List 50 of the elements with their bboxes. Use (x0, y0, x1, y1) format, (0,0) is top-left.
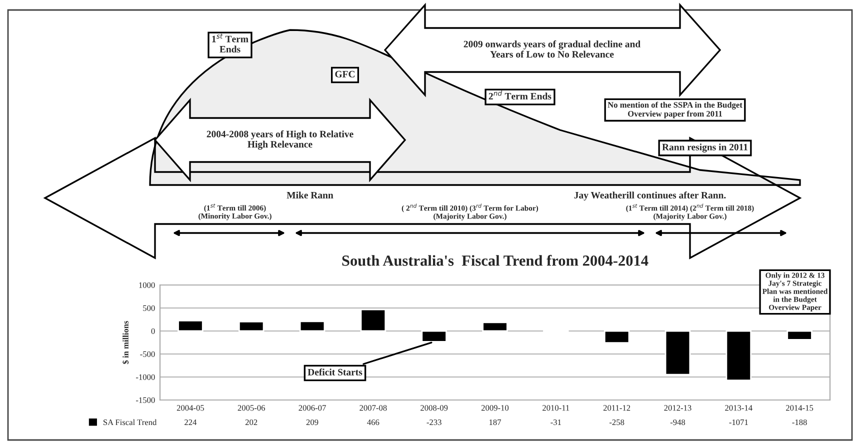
data-label: 466 (367, 419, 380, 426)
x-tick-label: 2009-10 (481, 405, 509, 411)
x-tick-label: 2010-11 (542, 405, 570, 411)
data-label: -258 (609, 419, 624, 426)
text: Jay Weatherill continues after Rann. (574, 192, 726, 200)
chart-title: South Australia's Fiscal Trend from 2004-2014 (342, 254, 648, 266)
bar (664, 330, 691, 376)
text: 2009 onwards years of gradual decline and Years of Low to No Relevance (464, 40, 640, 58)
y-tick-label: -1500 (136, 397, 155, 403)
bar (299, 320, 326, 332)
text: No mention of the SSPA in the Budget Overview paper from 2011 (608, 102, 742, 118)
bar (726, 330, 752, 381)
x-tick-label: 2008-09 (420, 405, 448, 411)
data-label: -233 (426, 419, 442, 426)
data-label: -31 (550, 419, 561, 426)
legend-label: SA Fiscal Trend (103, 419, 157, 426)
x-tick-label: 2012-13 (664, 405, 692, 411)
text: 2004-2008 years of High to Relative High Relevance (206, 130, 354, 150)
bar (238, 321, 264, 332)
data-label: 187 (489, 419, 502, 426)
x-tick-label: 2014-15 (786, 405, 814, 411)
x-tick-label: 2011-12 (603, 405, 630, 411)
text: GFC (335, 70, 355, 78)
text: Rann resigns in 2011 (662, 144, 748, 152)
bar (786, 330, 812, 340)
y-tick-label: 0 (151, 328, 155, 334)
y-tick-label: -1000 (136, 374, 155, 380)
data-label: -1071 (729, 419, 748, 426)
data-label: -188 (792, 419, 807, 426)
text: Mike Rann (286, 192, 334, 198)
text: 2$^{nd}$ Term Ends (488, 90, 552, 100)
y-tick-label: 500 (143, 305, 155, 311)
x-tick-label: 2013-14 (725, 405, 752, 411)
data-label: -948 (670, 419, 686, 426)
x-tick-label: 2004-05 (176, 405, 204, 411)
annotation: Deficit Starts (308, 368, 362, 376)
data-label: 202 (245, 419, 258, 426)
data-label: 209 (306, 419, 318, 426)
x-tick-label: 2005-06 (238, 405, 266, 411)
x-tick-label: 2007-08 (360, 405, 387, 411)
y-tick-label: 1000 (139, 282, 155, 288)
y-axis-title: $ in millions (122, 320, 130, 364)
data-label: 224 (184, 419, 197, 426)
y-tick-label: -500 (140, 351, 155, 357)
text: 1$^{st}$ Term Ends (212, 34, 248, 53)
bar (178, 320, 204, 332)
bar (604, 330, 630, 344)
bar (360, 308, 386, 332)
x-tick-label: 2006-07 (298, 405, 326, 411)
bar (482, 322, 508, 332)
